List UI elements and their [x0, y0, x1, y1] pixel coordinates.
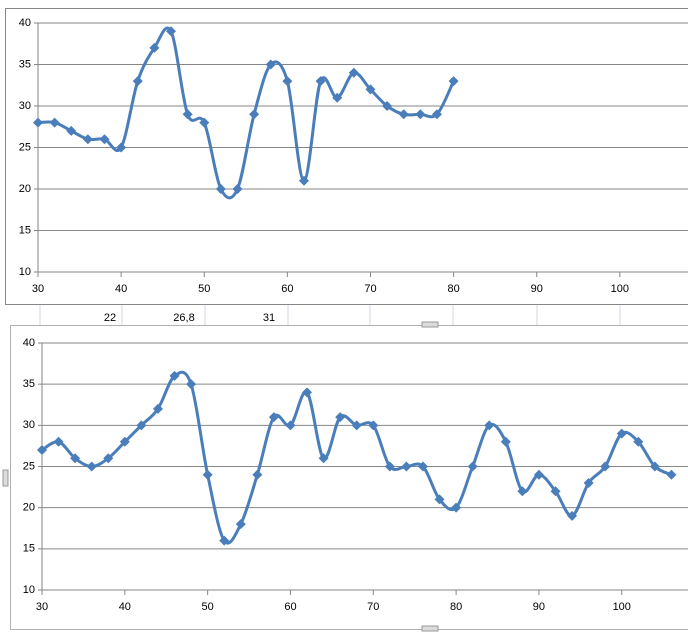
y-tick-label: 30: [23, 419, 35, 431]
chart-frame[interactable]: [11, 326, 688, 630]
x-tick-label: 100: [611, 283, 629, 295]
y-tick-label: 10: [23, 584, 35, 596]
x-tick-label: 80: [450, 601, 462, 613]
chart-frame[interactable]: [6, 9, 688, 305]
x-tick-label: 70: [364, 283, 376, 295]
resize-handle[interactable]: [3, 470, 8, 486]
y-tick-label: 25: [23, 460, 35, 472]
y-tick-label: 15: [23, 543, 35, 555]
x-tick-label: 60: [284, 601, 296, 613]
y-tick-label: 30: [19, 100, 31, 112]
x-tick-label: 50: [198, 283, 210, 295]
y-tick-label: 40: [23, 337, 35, 349]
resize-handle[interactable]: [422, 626, 438, 631]
y-tick-label: 35: [19, 58, 31, 70]
x-tick-label: 30: [32, 283, 44, 295]
x-tick-label: 90: [533, 601, 545, 613]
x-tick-label: 100: [613, 601, 631, 613]
cell: 22: [104, 312, 116, 324]
y-tick-label: 40: [19, 17, 31, 29]
y-tick-label: 20: [23, 502, 35, 514]
y-tick-label: 15: [19, 224, 31, 236]
y-tick-label: 25: [19, 141, 31, 153]
x-tick-label: 40: [115, 283, 127, 295]
x-tick-label: 30: [36, 601, 48, 613]
cell: 31: [263, 312, 275, 324]
cell: 26,8: [173, 312, 194, 324]
x-tick-label: 90: [531, 283, 543, 295]
resize-handle[interactable]: [422, 322, 438, 327]
y-tick-label: 20: [19, 183, 31, 195]
y-tick-label: 10: [19, 266, 31, 278]
x-tick-label: 40: [119, 601, 131, 613]
sheet-grid: [40, 305, 620, 327]
y-tick-label: 35: [23, 378, 35, 390]
x-tick-label: 60: [281, 283, 293, 295]
x-tick-label: 70: [367, 601, 379, 613]
x-tick-label: 50: [202, 601, 214, 613]
x-tick-label: 80: [447, 283, 459, 295]
